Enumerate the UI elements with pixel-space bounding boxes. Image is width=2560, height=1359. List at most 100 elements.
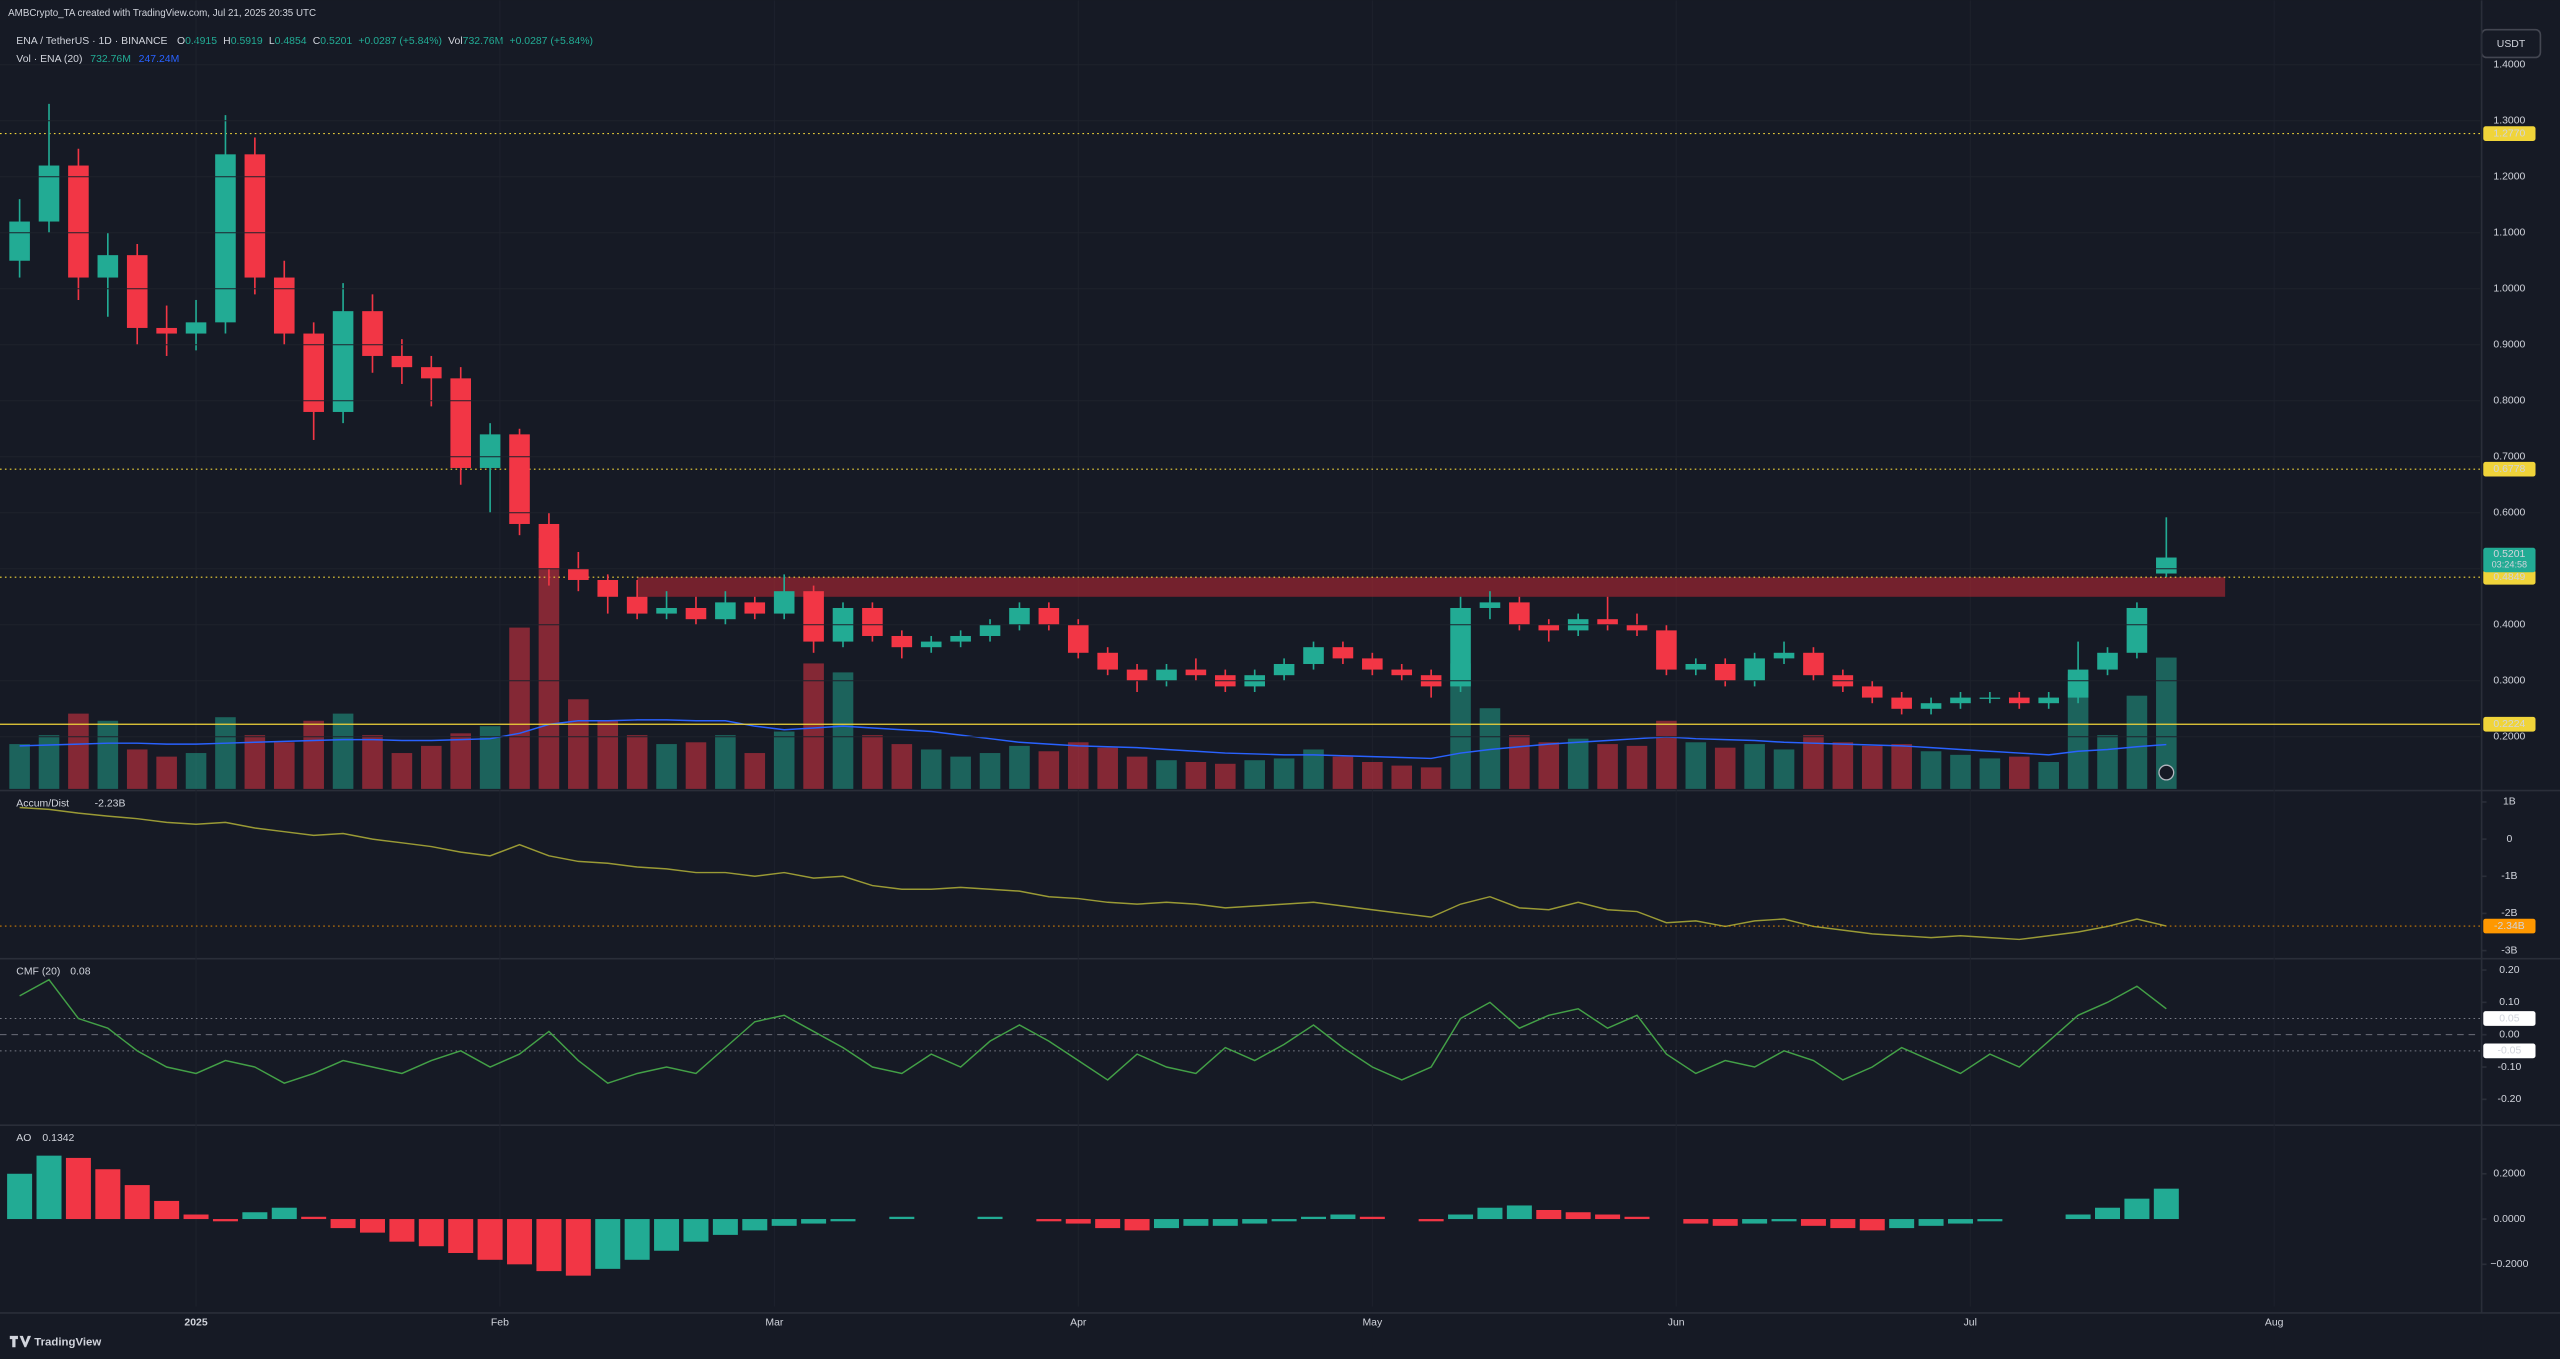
y-tick-label: 1B	[2503, 797, 2516, 808]
main-legend: ENA / TetherUS · 1D · BINANCE O0.4915 H0…	[16, 36, 593, 47]
candle-body	[1038, 607, 1060, 625]
last-value-label: -2.34B	[2494, 921, 2525, 932]
candle-body	[244, 154, 266, 278]
ao-bar	[1153, 1219, 1179, 1229]
ao-bar	[212, 1219, 238, 1222]
ao-bar	[1095, 1219, 1121, 1229]
ao-bar	[1800, 1219, 1826, 1226]
ao-bar	[1418, 1219, 1444, 1222]
y-tick-label: 1.2000	[2493, 172, 2525, 183]
ao-bar	[1036, 1219, 1062, 1222]
volume-bar	[1891, 744, 1912, 789]
y-tick-label: 1.1000	[2493, 228, 2525, 239]
volume-bar	[332, 713, 354, 789]
volume-bar	[273, 742, 295, 789]
candle-body	[479, 434, 501, 468]
y-tick-label: 0.7000	[2493, 452, 2525, 463]
volume-bar	[38, 735, 60, 789]
ao-bar	[95, 1169, 121, 1220]
level-label: 0.05	[2499, 1013, 2520, 1024]
candle-body	[1773, 652, 1795, 659]
volume-bar	[2097, 735, 2118, 789]
volume-value: 732.76M	[463, 36, 504, 47]
x-tick-label: Aug	[2265, 1318, 2284, 1329]
volume-bar	[2126, 695, 2148, 789]
ao-bar	[507, 1219, 533, 1265]
volume-bar	[97, 720, 119, 789]
ao-bar	[1124, 1219, 1150, 1231]
ao-bar	[565, 1219, 591, 1276]
ao-bar	[771, 1219, 797, 1226]
indicator-line	[19, 978, 2167, 1084]
volume-bar	[1509, 735, 1530, 789]
candle-body	[68, 165, 89, 278]
candle-body	[891, 635, 913, 648]
volume-bar	[1538, 742, 1560, 789]
ao-bar	[1301, 1216, 1327, 1220]
indicator-title: Accum/Dist	[16, 798, 69, 809]
volume-bar	[1597, 744, 1618, 789]
volume-bar	[862, 735, 883, 789]
volume-bar	[773, 731, 795, 789]
volume-bar	[215, 717, 236, 789]
x-tick-label: 2025	[184, 1318, 207, 1329]
indicator-title: AO	[16, 1133, 31, 1144]
volume-bar	[2067, 674, 2089, 789]
volume-bar	[597, 720, 619, 789]
candle-body	[1097, 652, 1118, 670]
ao-bar	[1536, 1209, 1562, 1220]
y-tick-label: -2B	[2501, 908, 2517, 919]
y-tick-label: -0.10	[2497, 1062, 2521, 1073]
candle-body	[715, 602, 736, 620]
candle-body	[1920, 703, 1942, 709]
y-tick-label: 1.0000	[2493, 284, 2525, 295]
candle-body	[920, 641, 942, 648]
y-tick-label: 0.2000	[2493, 732, 2525, 743]
level-label: 0.4849	[2493, 572, 2525, 583]
candle-body	[1067, 624, 1089, 653]
candle-body	[1126, 669, 1148, 681]
volume-bar	[1479, 708, 1501, 789]
ao-bar	[1477, 1207, 1503, 1220]
volume-bar	[1685, 742, 1707, 789]
currency-label[interactable]: USDT	[2497, 39, 2526, 50]
ao-bar	[183, 1214, 209, 1220]
volume-bar	[1656, 720, 1677, 789]
volume-legend: Vol · ENA (20) 732.76M 247.24M	[16, 54, 179, 65]
y-tick-label: 0.3000	[2493, 676, 2525, 687]
y-tick-label: -1B	[2501, 871, 2517, 882]
level-label-box	[2483, 1043, 2536, 1059]
volume-bar	[1067, 742, 1089, 789]
volume-bar	[2038, 762, 2059, 789]
ao-bar	[1330, 1214, 1356, 1220]
ao-bar	[1830, 1219, 1856, 1229]
candle-body	[1332, 647, 1354, 659]
candle-body	[773, 591, 795, 614]
volume-bar	[156, 756, 177, 789]
level-label-box	[2483, 126, 2536, 141]
candle-body	[421, 367, 442, 379]
ao-bar	[2124, 1198, 2150, 1220]
y-tick-label: 0.00	[2499, 1029, 2520, 1040]
ao-bar	[36, 1155, 62, 1220]
ao-bar	[359, 1219, 385, 1233]
volume-bar	[1803, 735, 1824, 789]
ao-bar	[1565, 1212, 1591, 1220]
volume-last: 732.76M	[90, 54, 131, 65]
level-label-box	[2483, 1011, 2536, 1026]
volume-bar	[362, 735, 383, 789]
volume-bar	[1773, 749, 1795, 789]
ao-bar	[536, 1219, 562, 1272]
y-tick-label: -3B	[2501, 945, 2517, 956]
candle-body	[1891, 697, 1912, 709]
y-tick-label: 1.3000	[2493, 115, 2525, 126]
volume-bar	[979, 753, 1001, 789]
candle-body	[362, 311, 383, 356]
ao-bar	[1977, 1219, 2003, 1222]
high-value: 0.5919	[231, 36, 263, 47]
ao-bar	[2095, 1207, 2121, 1220]
level-label: -0.05	[2497, 1046, 2521, 1057]
volume-bar	[656, 744, 677, 789]
brand: TradingView	[34, 1336, 101, 1348]
candle-body	[1714, 663, 1736, 681]
